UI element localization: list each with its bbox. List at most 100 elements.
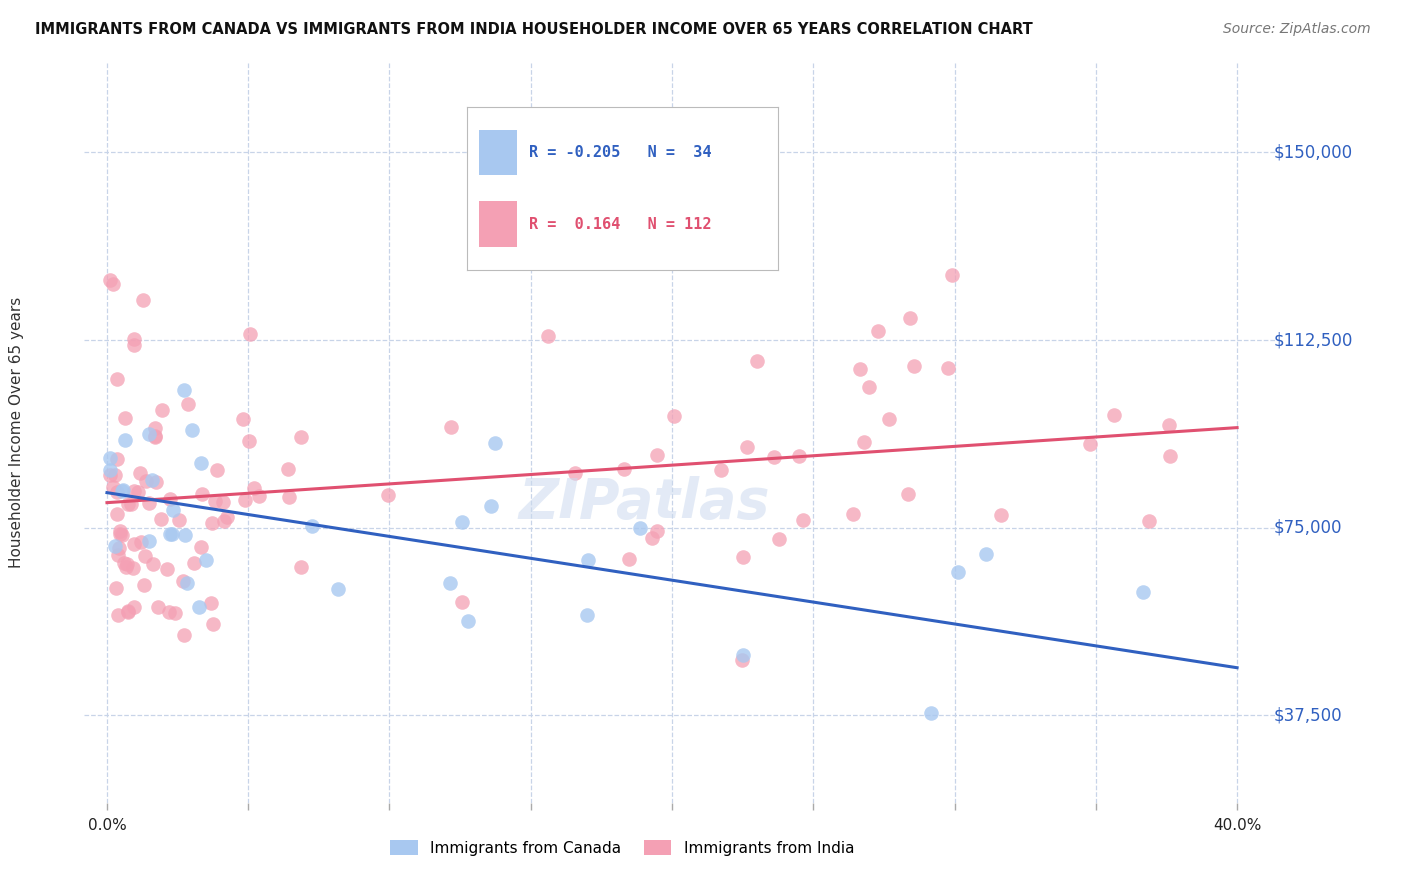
Text: 0.0%: 0.0% bbox=[87, 818, 127, 833]
Point bbox=[201, 516, 224, 530]
Point bbox=[745, 354, 768, 368]
Point bbox=[205, 463, 228, 477]
Point bbox=[117, 497, 139, 511]
Point bbox=[159, 527, 181, 541]
Point bbox=[107, 549, 129, 563]
Point bbox=[127, 484, 149, 499]
Point bbox=[792, 513, 814, 527]
Point bbox=[117, 606, 139, 620]
Point bbox=[129, 466, 152, 480]
Point bbox=[174, 528, 197, 542]
Point bbox=[1159, 418, 1181, 433]
Point bbox=[190, 540, 212, 554]
Point bbox=[122, 338, 145, 352]
Point bbox=[129, 535, 152, 549]
Point bbox=[145, 475, 167, 490]
Point bbox=[326, 582, 349, 596]
Point bbox=[138, 534, 160, 549]
Text: Householder Income Over 65 years: Householder Income Over 65 years bbox=[8, 297, 24, 568]
Point bbox=[641, 531, 664, 545]
Point bbox=[173, 383, 195, 397]
Point bbox=[173, 628, 195, 642]
Point bbox=[484, 436, 506, 450]
Point bbox=[142, 557, 165, 571]
Point bbox=[167, 513, 190, 527]
Point bbox=[101, 277, 124, 292]
Point bbox=[946, 566, 969, 580]
Point bbox=[564, 466, 586, 480]
Point bbox=[156, 562, 179, 576]
Point bbox=[150, 402, 173, 417]
Point bbox=[842, 508, 865, 522]
Point bbox=[122, 537, 145, 551]
Point bbox=[172, 574, 194, 589]
Point bbox=[98, 463, 121, 477]
Point bbox=[143, 421, 166, 435]
Point bbox=[576, 553, 599, 567]
Point bbox=[105, 451, 128, 466]
Point bbox=[191, 487, 214, 501]
Point bbox=[149, 511, 172, 525]
Point bbox=[105, 581, 128, 595]
Point bbox=[440, 419, 463, 434]
Point bbox=[163, 606, 186, 620]
Point bbox=[898, 310, 921, 325]
Point bbox=[122, 332, 145, 346]
Point bbox=[243, 481, 266, 495]
Point bbox=[479, 499, 502, 513]
Point bbox=[112, 556, 135, 570]
Point bbox=[143, 430, 166, 444]
Point bbox=[138, 426, 160, 441]
Point bbox=[117, 604, 139, 618]
Point bbox=[110, 524, 132, 539]
Point bbox=[108, 541, 131, 556]
Point bbox=[858, 380, 880, 394]
Point bbox=[159, 491, 181, 506]
Text: IMMIGRANTS FROM CANADA VS IMMIGRANTS FROM INDIA HOUSEHOLDER INCOME OVER 65 YEARS: IMMIGRANTS FROM CANADA VS IMMIGRANTS FRO… bbox=[35, 22, 1033, 37]
Text: $112,500: $112,500 bbox=[1274, 331, 1353, 349]
Point bbox=[1132, 585, 1154, 599]
Point bbox=[787, 450, 810, 464]
Point bbox=[183, 556, 205, 570]
Point bbox=[233, 493, 256, 508]
Point bbox=[134, 577, 156, 591]
Point bbox=[575, 608, 598, 623]
Point bbox=[132, 293, 155, 308]
Point bbox=[204, 493, 226, 508]
Point bbox=[976, 547, 998, 561]
Point bbox=[301, 519, 323, 533]
Point bbox=[177, 397, 200, 411]
Point bbox=[1078, 437, 1101, 451]
Point bbox=[903, 359, 925, 373]
Point bbox=[897, 487, 920, 501]
Point bbox=[877, 412, 900, 426]
Point bbox=[200, 596, 222, 610]
Point bbox=[1137, 514, 1160, 528]
Point bbox=[439, 576, 461, 591]
Point bbox=[277, 462, 299, 476]
Point bbox=[138, 496, 160, 510]
Point bbox=[290, 559, 312, 574]
Point bbox=[120, 497, 142, 511]
Point bbox=[104, 539, 127, 553]
Point bbox=[868, 324, 890, 338]
Point bbox=[105, 372, 128, 386]
Text: ZIPatlas: ZIPatlas bbox=[517, 475, 769, 530]
Point bbox=[662, 409, 685, 423]
Point bbox=[148, 599, 170, 614]
Point bbox=[450, 595, 472, 609]
Text: 40.0%: 40.0% bbox=[1213, 818, 1261, 833]
Text: $150,000: $150,000 bbox=[1274, 144, 1353, 161]
Point bbox=[941, 268, 963, 283]
Point bbox=[122, 600, 145, 615]
Point bbox=[105, 508, 128, 522]
Point bbox=[457, 614, 479, 628]
Point bbox=[710, 463, 733, 477]
Point bbox=[190, 456, 212, 470]
Point bbox=[157, 606, 180, 620]
Point bbox=[247, 489, 270, 503]
Point bbox=[212, 495, 235, 509]
Point bbox=[239, 327, 262, 342]
Point bbox=[377, 488, 399, 502]
Point bbox=[645, 524, 668, 538]
